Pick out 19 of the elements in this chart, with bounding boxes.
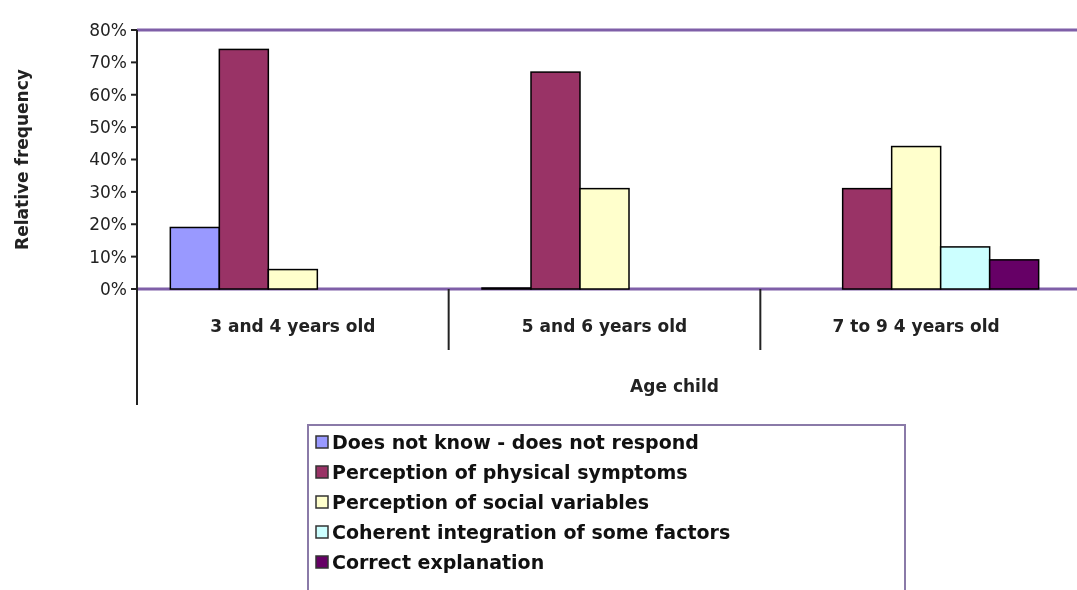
x-tick-label: 5 and 6 years old [521, 316, 688, 336]
legend-label: Correct explanation [332, 550, 545, 573]
legend-label: Perception of physical symptoms [332, 460, 688, 483]
y-axis-title: Relative frequency [12, 69, 32, 250]
y-tick-label: 40% [89, 149, 127, 170]
legend-label: Does not know - does not respond [332, 430, 699, 453]
y-tick-label: 50% [89, 117, 127, 138]
x-axis-title: Age child [630, 376, 719, 396]
legend-label: Coherent integration of some factors [332, 520, 731, 543]
y-tick-label: 20% [89, 214, 127, 235]
x-tick-label: 7 to 9 4 years old [832, 316, 1000, 336]
y-tick-label: 80% [89, 19, 127, 40]
y-tick-label: 30% [89, 181, 127, 202]
y-tick-label: 0% [100, 278, 127, 299]
y-tick-label: 10% [89, 246, 127, 267]
legend-label: Perception of social variables [332, 490, 649, 513]
x-tick-label: 3 and 4 years old [210, 316, 376, 336]
y-tick-label: 70% [89, 52, 127, 73]
y-tick-label: 60% [89, 84, 127, 105]
